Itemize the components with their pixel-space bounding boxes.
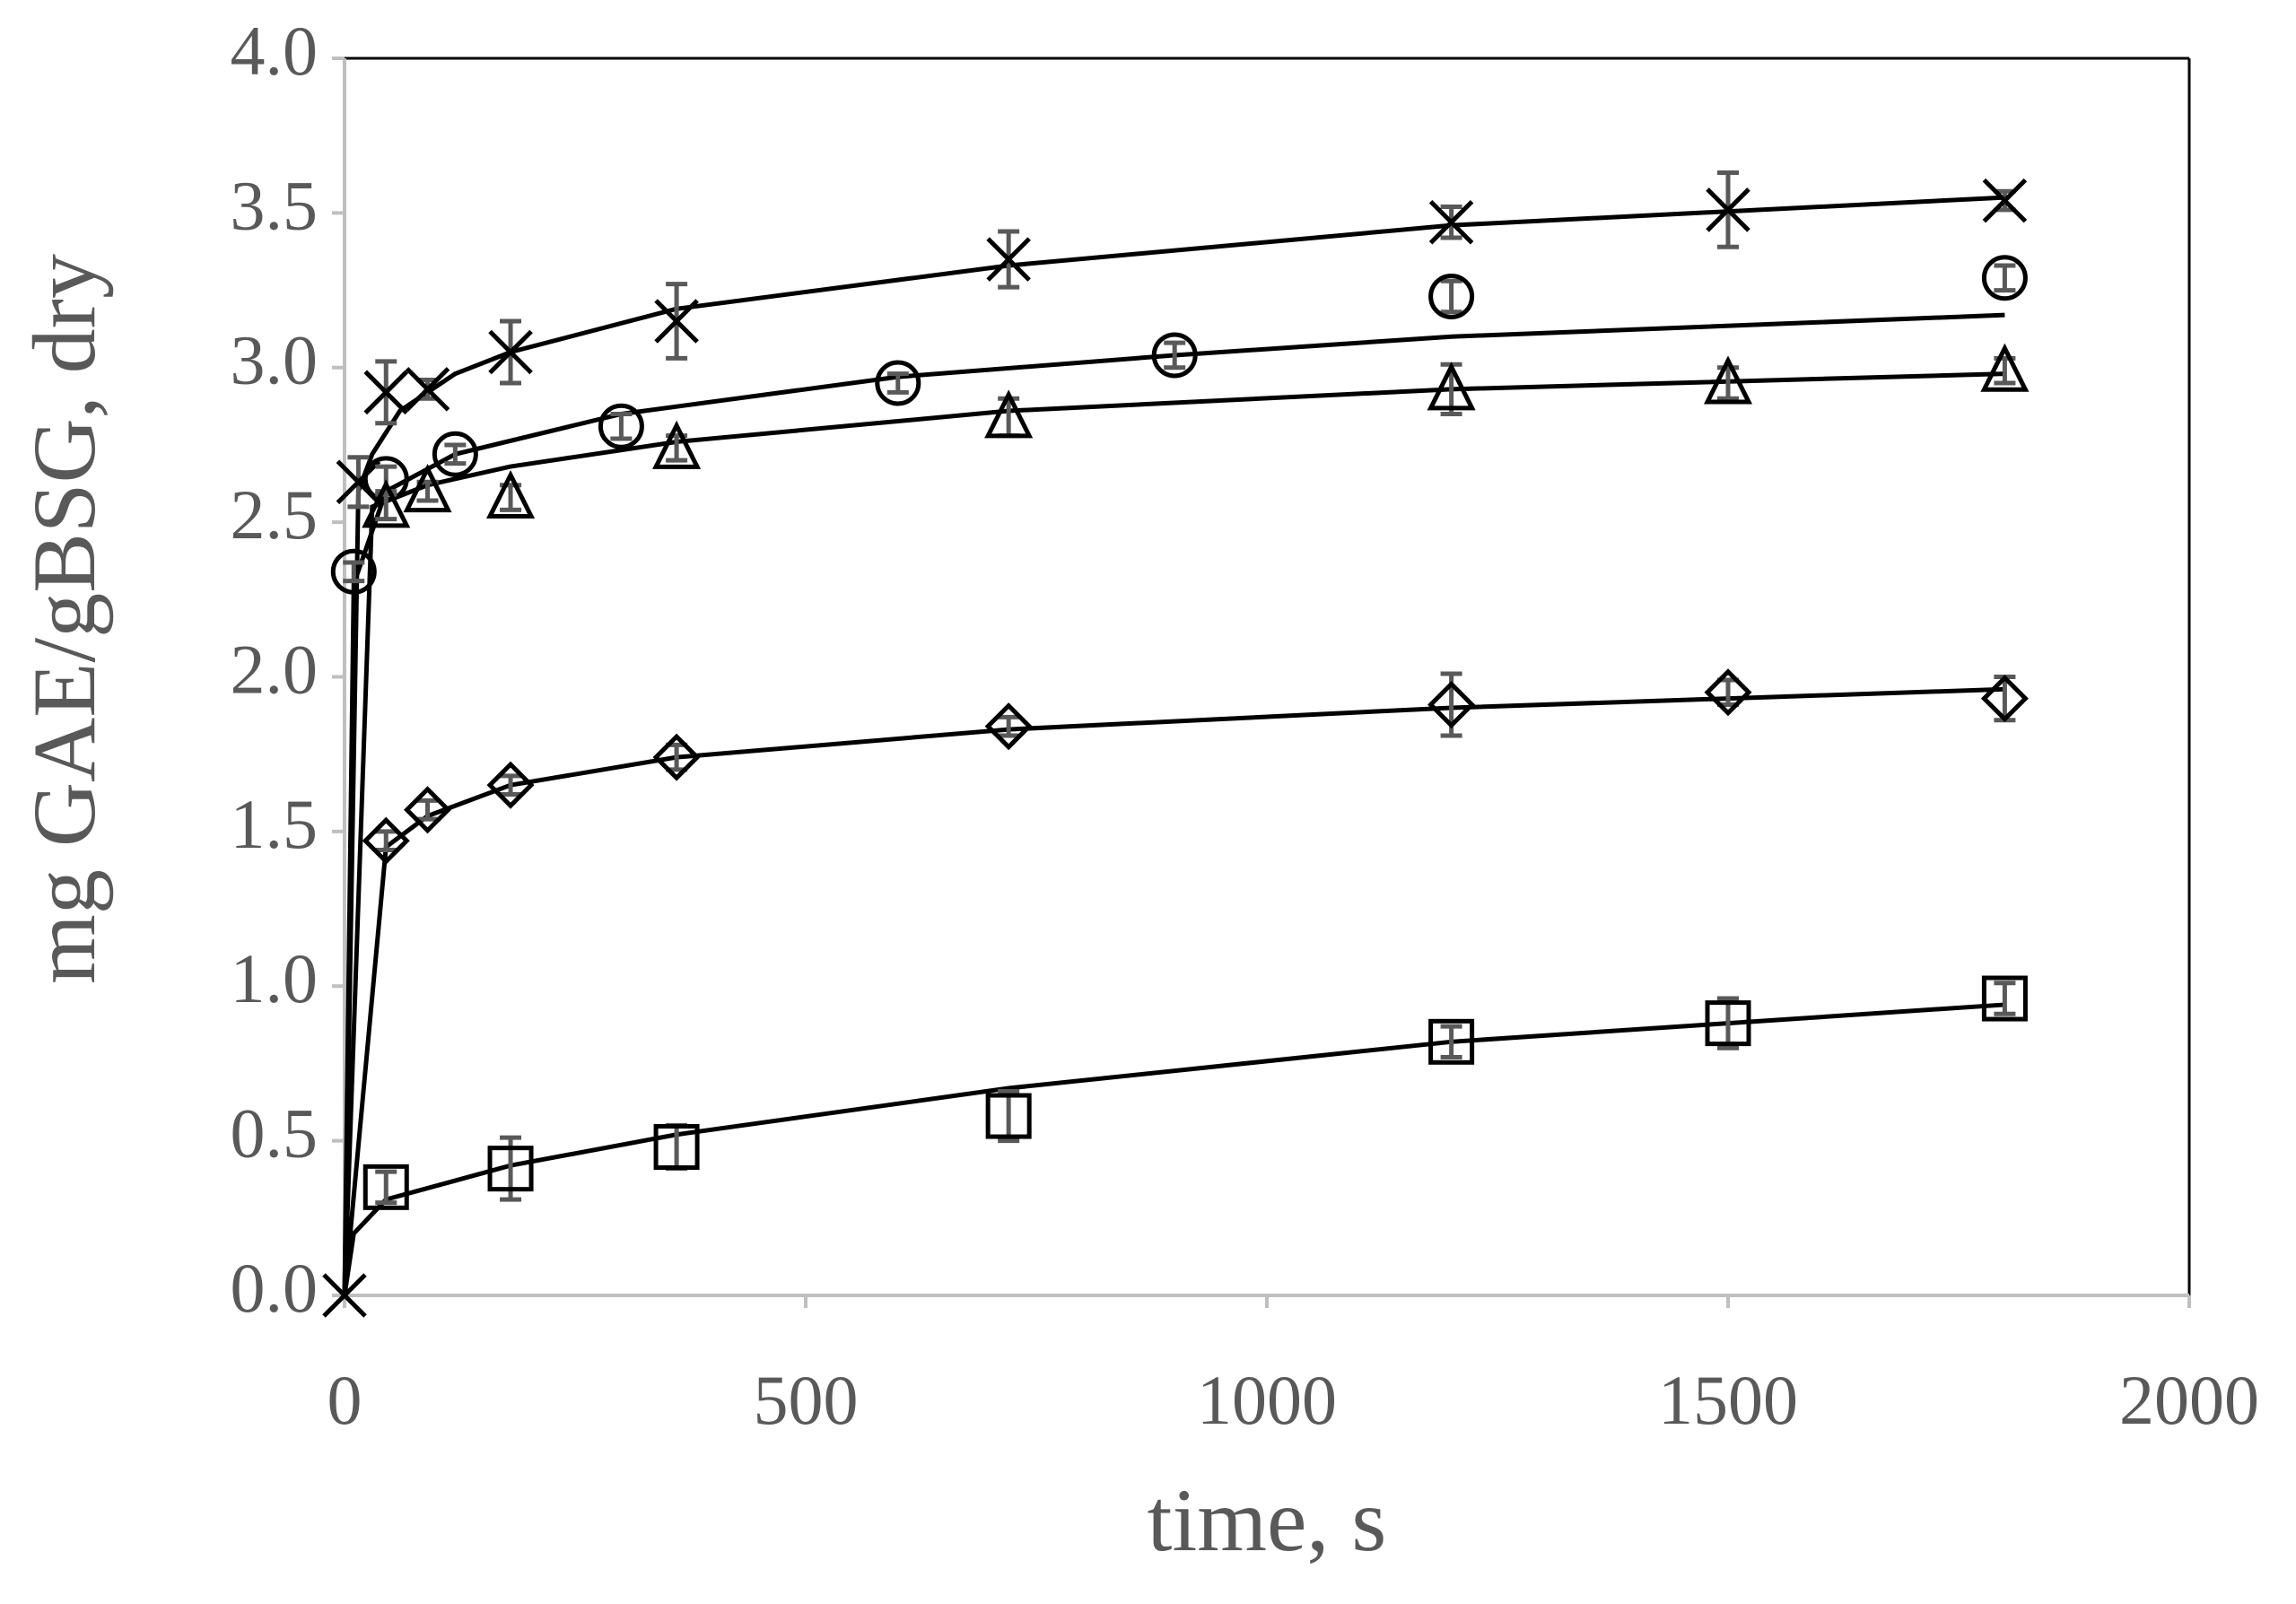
y-tick-label: 3.5 xyxy=(231,166,319,244)
marker-diamond xyxy=(362,816,410,865)
marker-diamond xyxy=(1704,668,1752,717)
marker-square xyxy=(362,1164,409,1210)
marker-circle xyxy=(875,360,921,406)
marker-x xyxy=(405,367,450,412)
y-tick-label: 0.5 xyxy=(231,1094,319,1172)
error-bar xyxy=(444,442,467,466)
x-tick-label: 1500 xyxy=(1658,1361,1798,1439)
marker-square xyxy=(1981,975,2028,1022)
error-bar xyxy=(375,1169,397,1206)
x-tick-label: 500 xyxy=(754,1361,859,1439)
series xyxy=(342,668,2029,1296)
fit-line xyxy=(342,686,2005,1296)
marker-x xyxy=(488,329,533,375)
error-bar xyxy=(886,371,909,395)
marker-circle xyxy=(330,548,377,595)
error-bar xyxy=(998,1088,1020,1144)
y-tick-label: 1.0 xyxy=(231,939,319,1017)
fit-line xyxy=(342,1002,2005,1296)
series xyxy=(342,975,2028,1296)
x-tick-label: 0 xyxy=(327,1361,362,1439)
fit-line xyxy=(342,371,2005,1296)
error-bar xyxy=(1994,981,2016,1016)
marker-triangle xyxy=(652,420,702,469)
x-tick-label: 2000 xyxy=(2119,1361,2259,1439)
error-bar xyxy=(998,396,1020,439)
marker-square xyxy=(985,1093,1032,1139)
error-bar xyxy=(416,798,439,822)
y-tick-label: 0.0 xyxy=(231,1249,319,1327)
marker-circle xyxy=(1981,255,2028,301)
marker-square xyxy=(653,1124,700,1171)
marker-circle xyxy=(1428,273,1475,319)
marker-diamond xyxy=(984,702,1033,751)
marker-diamond xyxy=(1427,680,1476,729)
marker-diamond xyxy=(652,733,701,781)
x-tick-label: 1000 xyxy=(1197,1361,1337,1439)
marker-square xyxy=(487,1146,534,1192)
error-bar xyxy=(500,773,522,798)
marker-diamond xyxy=(1980,675,2029,723)
marker-diamond xyxy=(486,761,535,809)
y-tick-label: 2.5 xyxy=(231,475,319,554)
marker-x xyxy=(1706,187,1750,232)
marker-triangle xyxy=(984,389,1034,439)
error-bar xyxy=(1994,263,2016,293)
marker-circle xyxy=(1151,332,1198,379)
marker-x xyxy=(654,299,699,344)
marker-x xyxy=(1982,178,2028,223)
error-bar xyxy=(1717,996,1739,1050)
y-tick-label: 3.0 xyxy=(231,321,319,399)
marker-x xyxy=(1428,199,1474,245)
marker-circle xyxy=(432,431,478,477)
marker-triangle xyxy=(1980,343,2030,392)
y-axis-title: mg GAE/gBSG, dry xyxy=(14,254,114,984)
marker-triangle xyxy=(1703,355,1753,405)
x-axis-title: time, s xyxy=(1148,1470,1387,1570)
y-tick-label: 1.5 xyxy=(231,785,319,863)
marker-triangle xyxy=(403,464,452,513)
series xyxy=(342,343,2030,1296)
marker-square xyxy=(1428,1018,1475,1065)
error-bar xyxy=(998,714,1020,738)
marker-x xyxy=(363,370,409,415)
y-tick-label: 4.0 xyxy=(231,12,319,90)
marker-triangle xyxy=(362,479,411,528)
error-bar xyxy=(1717,365,1739,401)
y-tick-label: 2.0 xyxy=(231,630,319,708)
error-bar xyxy=(375,829,397,853)
marker-circle xyxy=(598,403,644,449)
error-bar xyxy=(1164,340,1186,370)
marker-square xyxy=(1705,1000,1751,1047)
marker-x xyxy=(986,237,1031,282)
marker-diamond xyxy=(403,786,452,834)
marker-triangle xyxy=(485,469,536,519)
error-bar xyxy=(1440,1024,1462,1060)
marker-triangle xyxy=(1427,362,1476,411)
error-bar xyxy=(610,411,633,441)
error-bar xyxy=(343,560,365,584)
series xyxy=(330,255,2028,1296)
error-bar xyxy=(1440,278,1462,315)
